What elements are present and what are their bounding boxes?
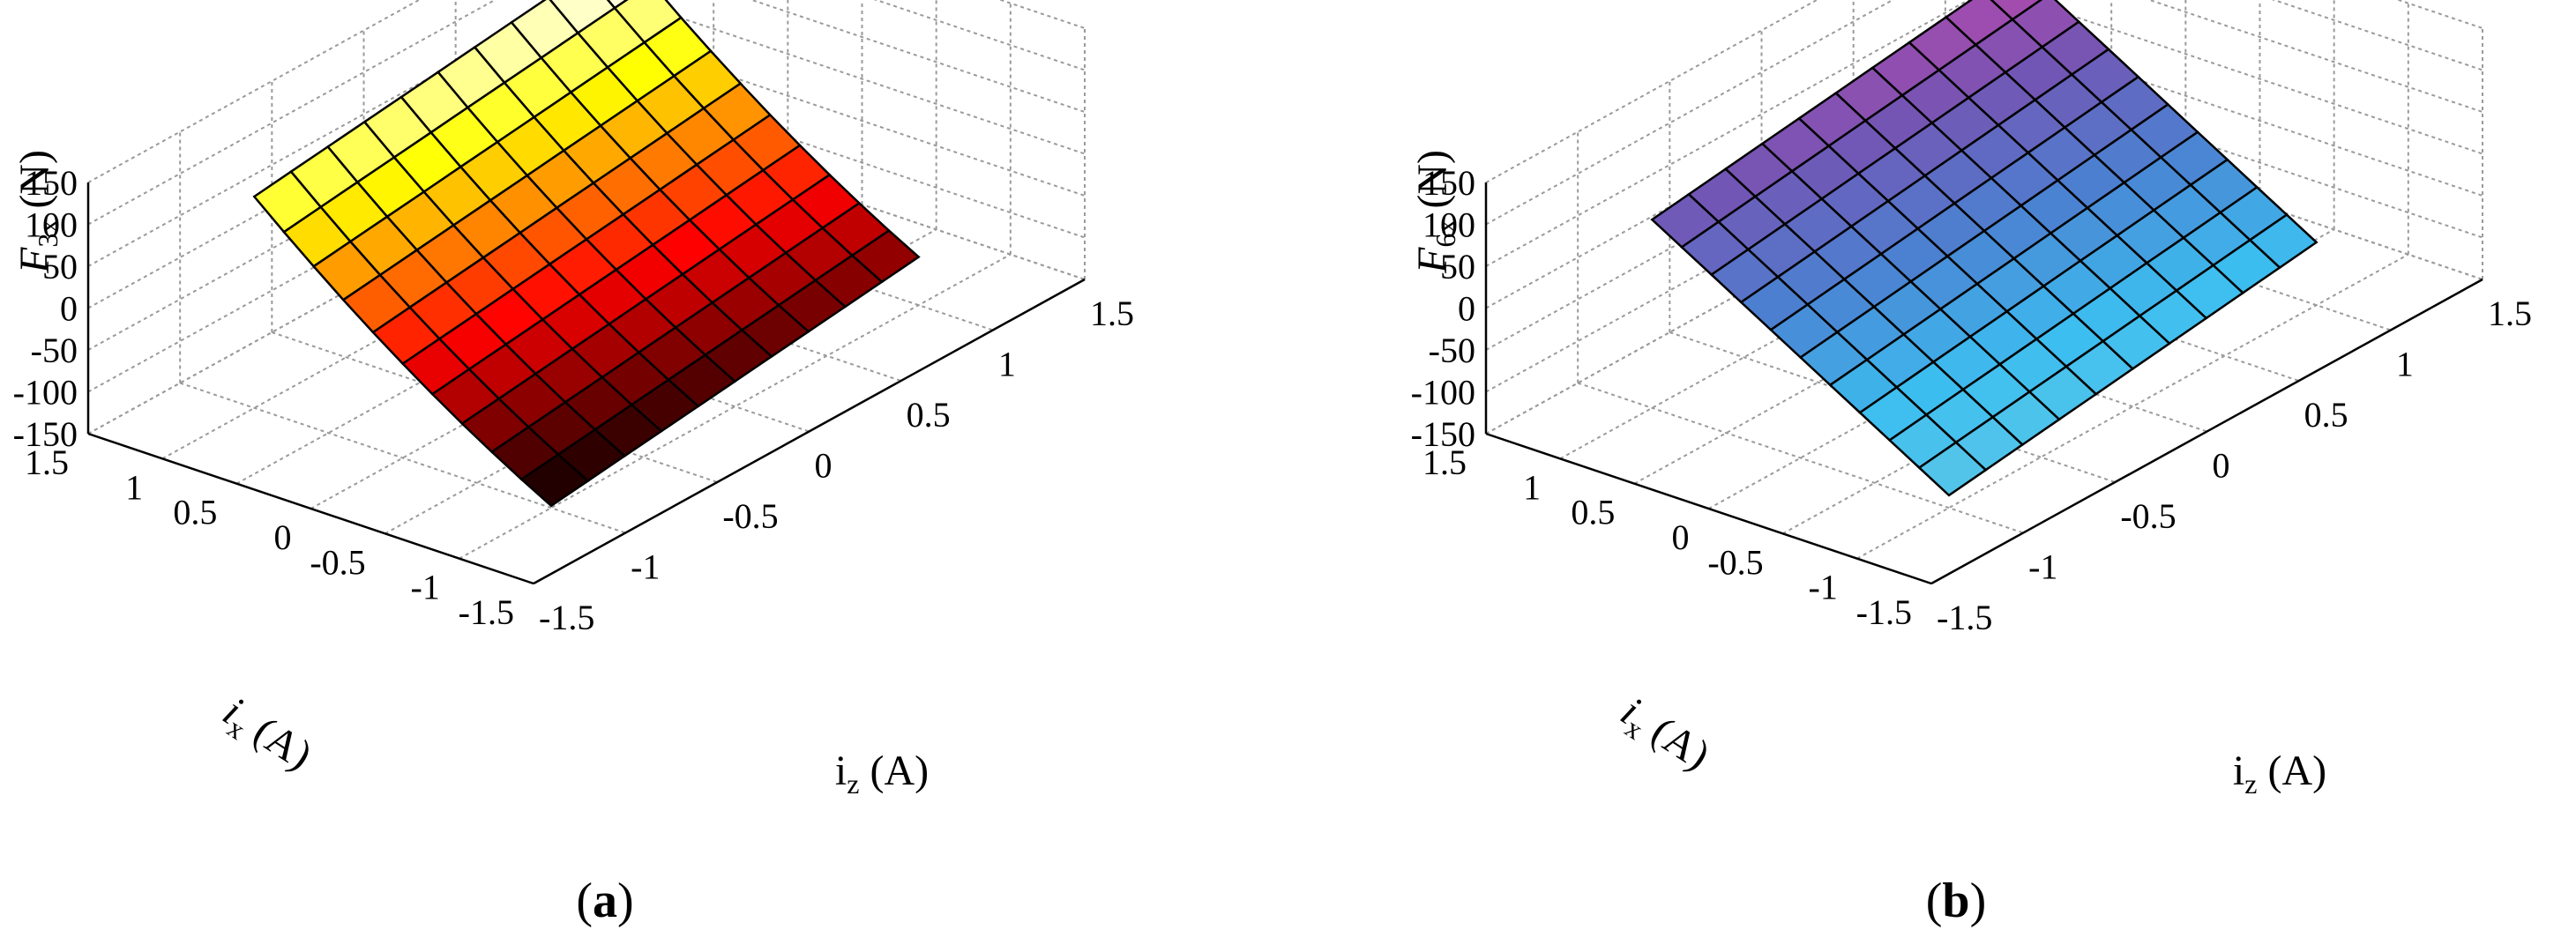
z-tick-label: -100 xyxy=(1411,373,1475,413)
gridline xyxy=(1577,382,2024,534)
gridline xyxy=(179,382,626,534)
iz-tick-label: 1 xyxy=(998,345,1016,384)
z-tick-label: -50 xyxy=(31,331,78,370)
iz-tick-label: 1.5 xyxy=(1090,294,1134,333)
iz-tick-label: -0.5 xyxy=(722,496,778,536)
ix-tick-label: 0 xyxy=(1672,517,1690,557)
y-axis-title: iz (A) xyxy=(2233,747,2326,800)
surface-cell xyxy=(519,453,590,508)
z-tick-label: 0 xyxy=(60,289,78,329)
iz-tick-label: -1.5 xyxy=(1937,598,1992,637)
z-tick-label: -100 xyxy=(13,373,78,413)
ix-tick-label: 0 xyxy=(274,517,292,557)
z-tick-label: 50 xyxy=(42,247,78,286)
surface xyxy=(252,0,921,508)
y-axis-line xyxy=(533,278,1086,585)
z-tick-label: -150 xyxy=(13,414,78,454)
z-axis-title: F6x (N) xyxy=(1409,150,1461,274)
gridline xyxy=(1856,253,2409,560)
gridline xyxy=(459,253,1012,560)
gridline xyxy=(2036,3,2483,155)
iz-tick-label: 0.5 xyxy=(2304,395,2348,435)
x-axis-line xyxy=(1485,432,1932,585)
ix-tick-label: -0.5 xyxy=(1707,542,1763,582)
gridline xyxy=(749,0,1086,113)
z-tick-label: 0 xyxy=(1458,289,1475,329)
panel-label: (a) xyxy=(576,874,633,928)
ix-tick-label: 0.5 xyxy=(1571,493,1615,532)
iz-tick-label: -1.5 xyxy=(539,598,594,637)
z-tick-label: -50 xyxy=(1429,331,1475,370)
iz-tick-label: 1 xyxy=(2396,345,2414,384)
iz-tick-label: -1 xyxy=(631,547,660,587)
surface xyxy=(1650,0,2318,497)
ix-tick-label: 1 xyxy=(125,467,143,507)
ix-tick-label: 1.5 xyxy=(1422,443,1467,482)
panel-label: (b) xyxy=(1926,874,1986,928)
iz-tick-label: -0.5 xyxy=(2120,496,2176,536)
z-tick-label: -150 xyxy=(1411,414,1475,454)
surface-cell xyxy=(1917,441,1988,497)
z-tick-label: 100 xyxy=(25,205,78,245)
gridline xyxy=(2147,0,2483,113)
x-axis-title: ix (A) xyxy=(212,688,320,783)
ix-tick-label: 0.5 xyxy=(173,493,217,532)
iz-tick-label: 0 xyxy=(815,446,833,486)
y-axis-title: iz (A) xyxy=(835,747,929,800)
gridline xyxy=(638,3,1086,155)
x-axis-line xyxy=(87,432,534,585)
z-tick-label: 150 xyxy=(1422,163,1475,203)
iz-tick-label: -1 xyxy=(2028,547,2057,587)
iz-tick-label: 1.5 xyxy=(2488,294,2532,333)
z-tick-label: 150 xyxy=(25,163,78,203)
y-axis-line xyxy=(1930,278,2483,585)
iz-tick-label: 0.5 xyxy=(907,395,951,435)
ix-tick-label: -1 xyxy=(1809,568,1838,607)
x-axis-title: ix (A) xyxy=(1609,688,1718,783)
z-tick-label: 100 xyxy=(1422,205,1475,245)
gridline xyxy=(1485,0,1971,267)
iz-tick-label: 0 xyxy=(2213,446,2230,486)
z-tick-label: 50 xyxy=(1440,247,1475,286)
ix-tick-label: -1.5 xyxy=(1856,592,1912,632)
ix-tick-label: -1.5 xyxy=(459,592,514,632)
z-axis-title: F3x (N) xyxy=(11,150,63,274)
ix-tick-label: -1 xyxy=(411,568,440,607)
ix-tick-label: 1.5 xyxy=(25,443,69,482)
ix-tick-label: -0.5 xyxy=(310,542,365,582)
ix-tick-label: 1 xyxy=(1523,467,1541,507)
